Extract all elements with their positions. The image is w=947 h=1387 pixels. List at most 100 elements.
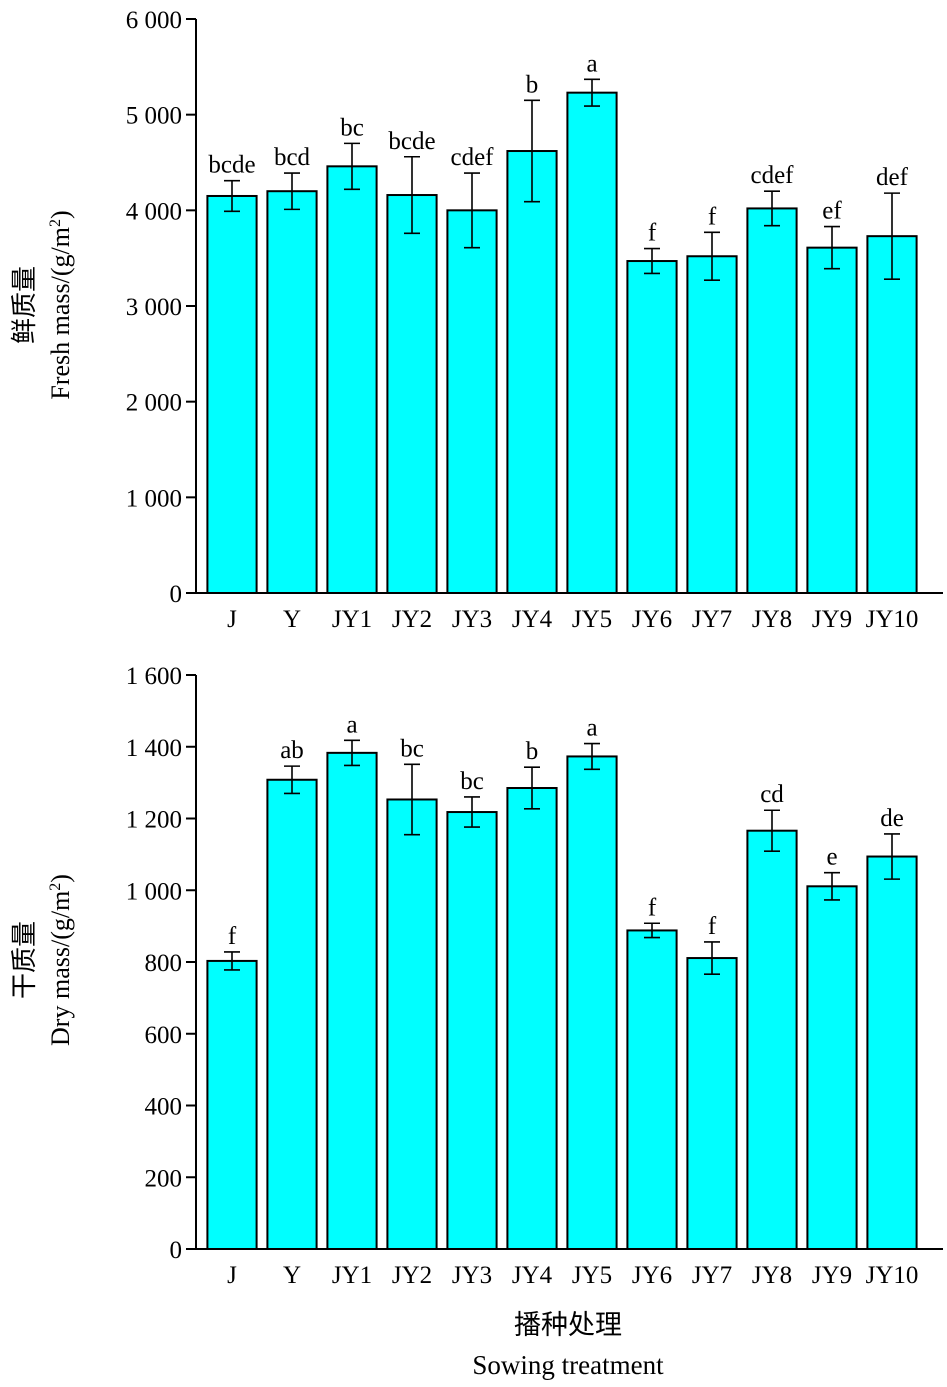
x-tick-label-jy7: JY7 xyxy=(692,1262,732,1289)
bar-jy9 xyxy=(806,885,858,1251)
significance-label-jy4: b xyxy=(526,738,539,765)
error-bar-jy4 xyxy=(524,99,540,203)
significance-label-jy5: a xyxy=(586,715,597,742)
error-bar-jy9 xyxy=(824,871,840,901)
error-bar-y xyxy=(284,765,300,795)
bar-y xyxy=(266,190,318,594)
significance-label-jy9: ef xyxy=(822,198,842,225)
x-tick-label-jy2: JY2 xyxy=(392,606,432,633)
y-tick-label: 6 000 xyxy=(126,7,182,34)
significance-label-jy7: f xyxy=(708,913,717,940)
x-tick-label-jy9: JY9 xyxy=(812,1262,852,1289)
x-tick-label-jy10: JY10 xyxy=(866,606,919,633)
x-tick-label-j: J xyxy=(227,1262,237,1289)
error-bar-jy1 xyxy=(344,142,360,191)
bar-j xyxy=(206,959,258,1251)
x-axis-title-cn: 播种处理 xyxy=(514,1310,622,1340)
significance-label-y: ab xyxy=(280,737,304,764)
y-tick-label: 800 xyxy=(145,950,183,977)
y-axis-title-suffix: ) xyxy=(46,874,75,883)
y-axis-title: 干质量 Dry mass/(g/m2) xyxy=(10,874,75,1046)
significance-label-jy6: f xyxy=(648,220,657,247)
significance-label-jy6: f xyxy=(648,894,657,921)
error-bar-jy6 xyxy=(644,922,660,939)
y-axis-title-cn: 鲜质量 xyxy=(10,266,39,344)
significance-label-jy10: de xyxy=(880,805,904,832)
x-tick-label-y: Y xyxy=(283,1262,301,1289)
y-tick-label: 1 000 xyxy=(126,878,182,905)
x-axis-title-en: Sowing treatment xyxy=(472,1350,664,1380)
error-bar-jy3 xyxy=(464,796,480,828)
significance-label-j: bcde xyxy=(208,152,255,179)
error-bar-jy6 xyxy=(644,247,660,275)
bar-jy8 xyxy=(746,207,798,594)
significance-label-jy1: bc xyxy=(340,114,364,141)
bar-jy3 xyxy=(446,209,498,594)
x-tick-label-jy5: JY5 xyxy=(572,606,612,633)
error-bar-jy8 xyxy=(764,190,780,227)
y-tick-label: 400 xyxy=(145,1094,183,1121)
y-tick-label: 0 xyxy=(170,1237,183,1264)
y-tick-label: 600 xyxy=(145,1022,183,1049)
y-axis-title-en: Fresh mass/(g/m xyxy=(46,227,75,400)
bar-j xyxy=(206,194,258,594)
bar-jy10 xyxy=(866,855,918,1251)
bar-jy4 xyxy=(506,150,558,595)
bar-jy8 xyxy=(746,829,798,1250)
error-bar-jy7 xyxy=(704,941,720,975)
bar-jy1 xyxy=(326,165,378,594)
bar-jy2 xyxy=(386,798,438,1251)
x-tick-label-jy7: JY7 xyxy=(692,606,732,633)
error-bar-j xyxy=(224,951,240,971)
significance-label-jy3: bc xyxy=(460,768,484,795)
significance-label-jy2: bcde xyxy=(388,128,435,155)
bar-jy6 xyxy=(626,260,678,594)
x-tick-label-y: Y xyxy=(283,606,301,633)
x-tick-label-jy6: JY6 xyxy=(632,1262,672,1289)
significance-label-jy9: e xyxy=(826,844,837,871)
bar-y xyxy=(266,778,318,1250)
error-bar-jy10 xyxy=(884,192,900,281)
y-tick-label: 2 000 xyxy=(126,390,182,417)
y-tick-label: 4 000 xyxy=(126,198,182,225)
dry-mass-panel: f Jab Ya JY1 bc JY2 bc JY3 b JY4 a JY5 f JY6 f JY7 cd JY8… xyxy=(10,663,943,1289)
y-axis-title-sup: 2 xyxy=(47,883,64,891)
x-tick-label-jy9: JY9 xyxy=(812,606,852,633)
bar-jy5 xyxy=(566,91,618,594)
x-tick-label-j: J xyxy=(227,606,237,633)
significance-label-jy8: cdef xyxy=(750,162,794,189)
y-tick-label: 1 000 xyxy=(126,485,182,512)
x-tick-label-jy4: JY4 xyxy=(512,606,553,633)
y-tick-label: 1 600 xyxy=(126,663,182,690)
error-bar-jy7 xyxy=(704,231,720,281)
error-bar-j xyxy=(224,179,240,213)
bar-jy3 xyxy=(446,811,498,1250)
bar-jy4 xyxy=(506,787,558,1250)
y-tick-label: 3 000 xyxy=(126,294,182,321)
x-tick-label-jy3: JY3 xyxy=(452,606,492,633)
x-tick-label-jy10: JY10 xyxy=(866,1262,919,1289)
y-tick-label: 5 000 xyxy=(126,103,182,130)
y-axis-title-sup: 2 xyxy=(47,219,64,227)
significance-label-y: bcd xyxy=(274,144,311,171)
y-tick-label: 1 400 xyxy=(126,735,182,762)
x-tick-label-jy6: JY6 xyxy=(632,606,672,633)
bar-jy6 xyxy=(626,929,678,1250)
error-bar-jy3 xyxy=(464,172,480,249)
error-bar-jy5 xyxy=(584,78,600,107)
x-tick-label-jy8: JY8 xyxy=(752,1262,792,1289)
error-bar-jy8 xyxy=(764,809,780,852)
significance-label-jy5: a xyxy=(586,50,597,77)
x-tick-label-jy2: JY2 xyxy=(392,1262,432,1289)
error-bar-y xyxy=(284,172,300,211)
error-bar-jy5 xyxy=(584,742,600,771)
significance-label-j: f xyxy=(228,923,237,950)
error-bar-jy2 xyxy=(404,155,420,235)
bar-jy2 xyxy=(386,194,438,594)
significance-label-jy1: a xyxy=(346,711,357,738)
significance-label-jy3: cdef xyxy=(450,144,494,171)
y-tick-label: 200 xyxy=(145,1165,183,1192)
y-tick-label: 0 xyxy=(170,581,183,608)
x-tick-label-jy1: JY1 xyxy=(332,606,372,633)
